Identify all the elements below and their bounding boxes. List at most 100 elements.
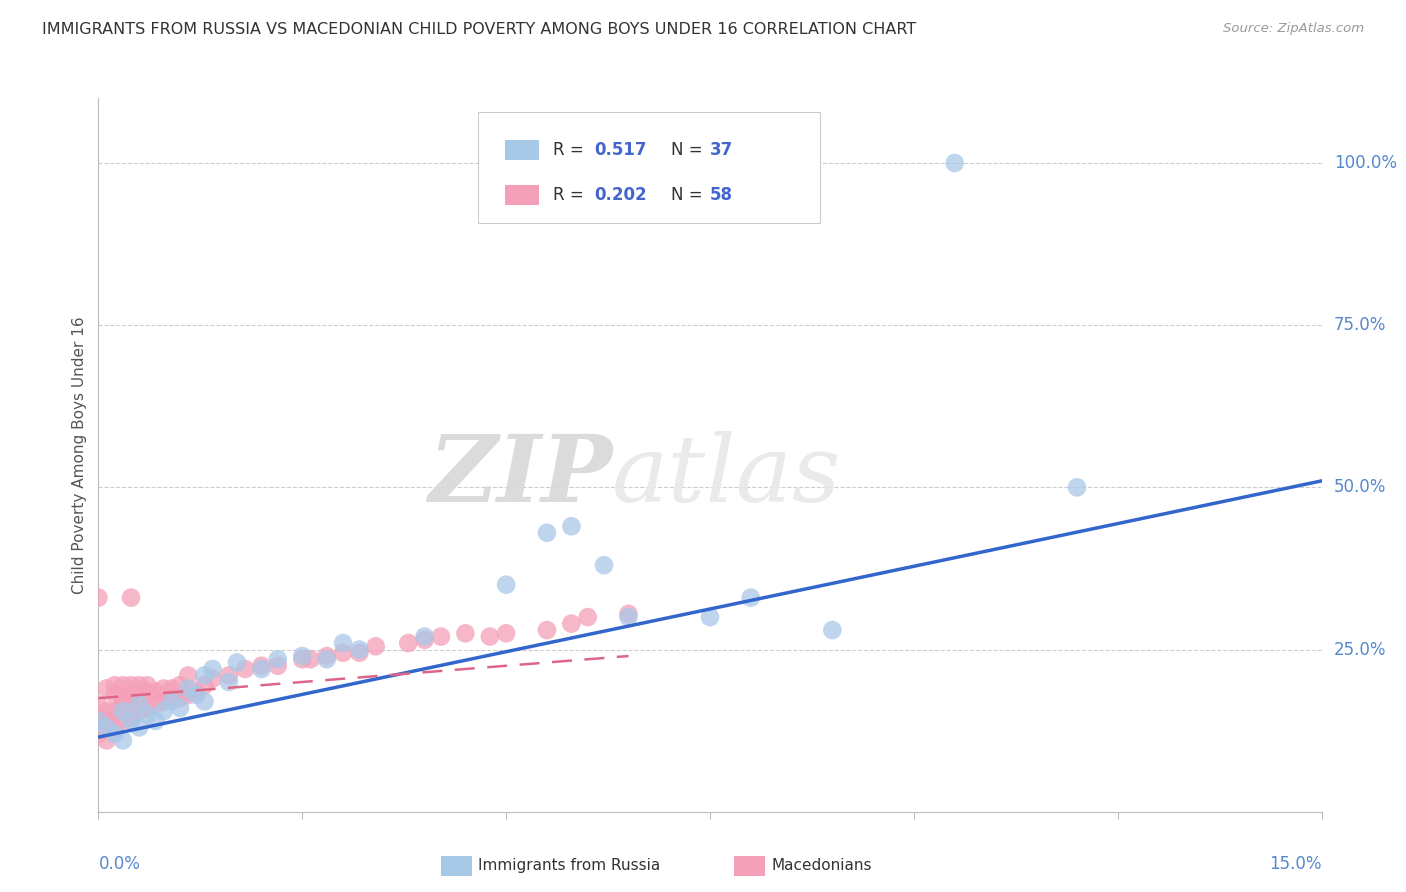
- Point: [87, 714, 110, 728]
- Point: [111, 733, 134, 747]
- Point: [413, 632, 436, 647]
- Text: Source: ZipAtlas.com: Source: ZipAtlas.com: [1223, 22, 1364, 36]
- Point: [218, 675, 240, 690]
- Point: [87, 711, 110, 725]
- Text: 75.0%: 75.0%: [1334, 316, 1386, 334]
- Point: [160, 691, 183, 706]
- Point: [96, 733, 118, 747]
- Point: [495, 577, 517, 591]
- Point: [740, 591, 762, 605]
- Point: [104, 727, 127, 741]
- Point: [495, 626, 517, 640]
- Point: [177, 688, 200, 702]
- Point: [593, 558, 616, 573]
- Point: [193, 668, 215, 682]
- Point: [250, 662, 273, 676]
- Text: R =: R =: [554, 186, 589, 203]
- Point: [136, 707, 159, 722]
- Point: [617, 607, 640, 621]
- Point: [226, 656, 249, 670]
- Point: [291, 648, 314, 663]
- Text: ZIP: ZIP: [427, 432, 612, 521]
- Point: [364, 640, 387, 654]
- Point: [218, 668, 240, 682]
- Point: [177, 668, 200, 682]
- Text: Macedonians: Macedonians: [772, 858, 872, 873]
- FancyBboxPatch shape: [441, 856, 471, 876]
- Point: [160, 681, 183, 696]
- Point: [699, 610, 721, 624]
- Point: [96, 714, 118, 728]
- Point: [96, 681, 118, 696]
- Point: [396, 636, 419, 650]
- FancyBboxPatch shape: [505, 140, 538, 161]
- Text: 37: 37: [710, 141, 734, 160]
- Point: [104, 688, 127, 702]
- Point: [193, 678, 215, 692]
- Point: [233, 662, 256, 676]
- Text: N =: N =: [671, 186, 707, 203]
- Point: [821, 623, 844, 637]
- Point: [120, 688, 142, 702]
- Text: 0.0%: 0.0%: [98, 855, 141, 872]
- Point: [87, 727, 110, 741]
- Point: [186, 688, 208, 702]
- Point: [152, 704, 174, 718]
- Point: [267, 652, 290, 666]
- Point: [120, 678, 142, 692]
- FancyBboxPatch shape: [478, 112, 820, 223]
- Point: [315, 652, 337, 666]
- Text: R =: R =: [554, 141, 589, 160]
- Point: [111, 704, 134, 718]
- Point: [576, 610, 599, 624]
- Point: [454, 626, 477, 640]
- Point: [413, 630, 436, 644]
- Point: [120, 591, 142, 605]
- Point: [560, 616, 582, 631]
- Y-axis label: Child Poverty Among Boys Under 16: Child Poverty Among Boys Under 16: [72, 316, 87, 594]
- Point: [111, 698, 134, 712]
- Point: [96, 720, 118, 734]
- Point: [560, 519, 582, 533]
- Point: [299, 652, 322, 666]
- Point: [104, 704, 127, 718]
- Point: [160, 694, 183, 708]
- Point: [145, 684, 167, 698]
- Point: [120, 714, 142, 728]
- Point: [120, 711, 142, 725]
- Text: 15.0%: 15.0%: [1270, 855, 1322, 872]
- FancyBboxPatch shape: [505, 185, 538, 204]
- Point: [128, 691, 150, 706]
- Point: [104, 720, 127, 734]
- Point: [111, 678, 134, 692]
- Point: [201, 672, 224, 686]
- Text: 25.0%: 25.0%: [1334, 640, 1386, 658]
- Point: [536, 623, 558, 637]
- Point: [111, 691, 134, 706]
- Point: [96, 704, 118, 718]
- Point: [128, 698, 150, 712]
- Point: [943, 156, 966, 170]
- Point: [349, 642, 371, 657]
- Point: [111, 714, 134, 728]
- Point: [136, 678, 159, 692]
- Point: [201, 662, 224, 676]
- Point: [169, 678, 191, 692]
- Point: [169, 691, 191, 706]
- Point: [145, 698, 167, 712]
- Point: [478, 630, 501, 644]
- Point: [152, 694, 174, 708]
- Text: N =: N =: [671, 141, 707, 160]
- Point: [186, 684, 208, 698]
- Text: 58: 58: [710, 186, 733, 203]
- Text: 0.517: 0.517: [593, 141, 647, 160]
- Point: [250, 658, 273, 673]
- Point: [267, 658, 290, 673]
- Point: [349, 646, 371, 660]
- Point: [128, 678, 150, 692]
- Text: IMMIGRANTS FROM RUSSIA VS MACEDONIAN CHILD POVERTY AMONG BOYS UNDER 16 CORRELATI: IMMIGRANTS FROM RUSSIA VS MACEDONIAN CHI…: [42, 22, 917, 37]
- Text: 50.0%: 50.0%: [1334, 478, 1386, 496]
- Point: [128, 720, 150, 734]
- Point: [136, 701, 159, 715]
- Point: [104, 678, 127, 692]
